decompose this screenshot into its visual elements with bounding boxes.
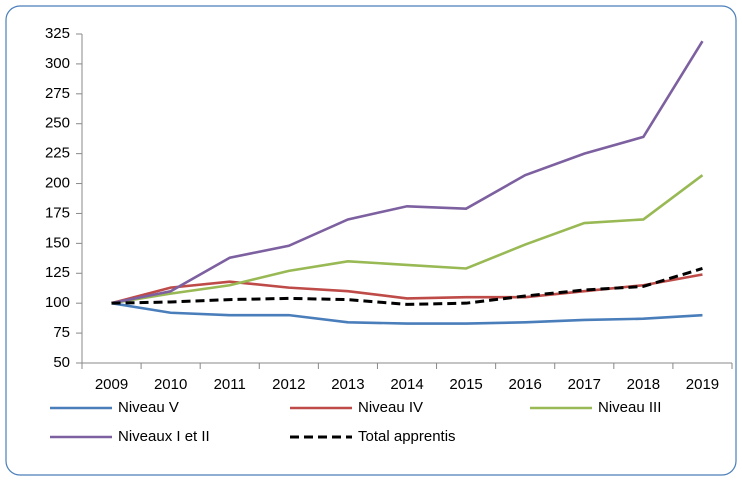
x-tick-label: 2016 — [508, 376, 541, 393]
x-tick-label: 2009 — [95, 376, 128, 393]
x-tick-label: 2013 — [331, 376, 364, 393]
x-tick-label: 2011 — [214, 376, 246, 393]
legend-label: Niveau V — [118, 399, 179, 416]
x-tick-label: 2019 — [686, 376, 719, 393]
series-line — [111, 301, 703, 325]
series-line — [111, 267, 703, 306]
y-tick-label: 125 — [45, 264, 70, 281]
y-tick-label: 200 — [45, 175, 70, 192]
legend-label: Niveau IV — [358, 399, 423, 416]
y-tick-label: 150 — [45, 234, 70, 251]
series-line — [111, 40, 704, 305]
y-tick-label: 250 — [45, 115, 70, 132]
y-tick-label: 275 — [45, 85, 70, 102]
series-line — [111, 174, 704, 305]
x-tick-label: 2010 — [154, 376, 187, 393]
x-tick-label: 2018 — [627, 376, 660, 393]
y-tick-label: 300 — [45, 55, 70, 72]
y-tick-label: 75 — [53, 324, 70, 341]
y-tick-label: 50 — [53, 354, 70, 371]
x-tick-label: 2017 — [568, 376, 601, 393]
legend-label: Niveaux I et II — [118, 428, 210, 445]
x-tick-label: 2015 — [449, 376, 482, 393]
chart-frame — [5, 5, 737, 476]
y-tick-label: 325 — [45, 25, 70, 42]
legend-label: Niveau III — [598, 399, 661, 416]
y-tick-label: 175 — [45, 204, 70, 221]
y-tick-label: 100 — [45, 294, 70, 311]
x-tick-label: 2012 — [272, 376, 305, 393]
x-tick-label: 2014 — [390, 376, 423, 393]
y-tick-label: 225 — [45, 145, 70, 162]
legend-label: Total apprentis — [358, 428, 456, 445]
